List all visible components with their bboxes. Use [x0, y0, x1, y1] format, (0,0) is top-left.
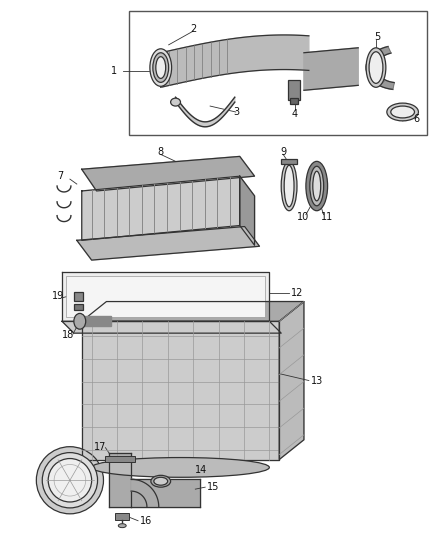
Ellipse shape	[74, 313, 86, 329]
Ellipse shape	[369, 52, 383, 83]
Ellipse shape	[54, 464, 86, 496]
Bar	[288, 80, 300, 100]
Polygon shape	[82, 176, 240, 240]
Text: 14: 14	[195, 465, 208, 475]
Ellipse shape	[42, 453, 98, 508]
Polygon shape	[62, 272, 269, 321]
Ellipse shape	[391, 106, 414, 118]
Polygon shape	[80, 317, 111, 326]
Text: 11: 11	[321, 212, 333, 222]
Bar	[115, 513, 129, 520]
Polygon shape	[77, 227, 259, 260]
Text: 6: 6	[413, 114, 420, 124]
Polygon shape	[304, 48, 358, 90]
Text: 19: 19	[52, 290, 64, 301]
Bar	[129, 11, 427, 135]
Ellipse shape	[284, 165, 294, 207]
Ellipse shape	[150, 49, 172, 86]
Text: 15: 15	[207, 482, 219, 492]
Ellipse shape	[310, 166, 324, 206]
Bar	[290, 98, 298, 104]
Text: 18: 18	[62, 330, 74, 340]
Ellipse shape	[156, 56, 166, 78]
Polygon shape	[131, 479, 159, 507]
Ellipse shape	[387, 103, 418, 121]
Bar	[74, 292, 83, 301]
Text: 13: 13	[311, 376, 323, 385]
Text: 8: 8	[158, 148, 164, 157]
Polygon shape	[82, 302, 304, 321]
Ellipse shape	[313, 171, 321, 201]
Text: 9: 9	[280, 148, 286, 157]
Ellipse shape	[306, 161, 328, 211]
Text: 5: 5	[374, 32, 380, 42]
Text: 7: 7	[57, 171, 64, 181]
Text: 4: 4	[291, 109, 297, 119]
Polygon shape	[110, 453, 131, 507]
Polygon shape	[366, 46, 394, 90]
Polygon shape	[161, 35, 309, 87]
Text: 10: 10	[297, 212, 309, 222]
Ellipse shape	[171, 98, 180, 106]
Ellipse shape	[118, 524, 126, 528]
Bar	[66, 276, 265, 317]
Text: 3: 3	[234, 107, 240, 117]
Polygon shape	[131, 479, 200, 507]
Polygon shape	[82, 321, 279, 459]
Polygon shape	[176, 97, 235, 127]
Text: 2: 2	[191, 24, 197, 34]
Bar	[281, 159, 297, 164]
Text: 16: 16	[140, 516, 152, 526]
Ellipse shape	[48, 458, 92, 502]
Polygon shape	[82, 156, 254, 191]
Ellipse shape	[36, 447, 103, 514]
Polygon shape	[240, 176, 254, 245]
Bar	[74, 303, 83, 310]
Text: 17: 17	[94, 442, 106, 451]
Text: 12: 12	[291, 288, 304, 297]
Polygon shape	[279, 302, 304, 459]
Polygon shape	[62, 321, 281, 333]
Ellipse shape	[366, 48, 386, 87]
Ellipse shape	[151, 475, 171, 487]
Ellipse shape	[154, 477, 168, 485]
Ellipse shape	[92, 457, 269, 477]
Ellipse shape	[153, 53, 169, 83]
Text: 1: 1	[111, 66, 117, 76]
Ellipse shape	[281, 161, 297, 211]
Bar	[106, 456, 135, 463]
